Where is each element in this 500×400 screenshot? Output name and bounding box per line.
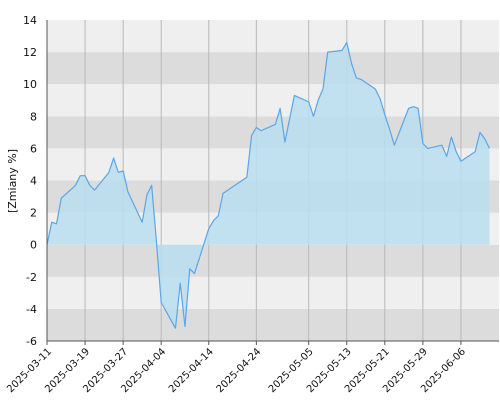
y-tick-label: 6 <box>30 142 37 155</box>
y-axis-title: [Zmiany %] <box>6 149 19 213</box>
area-layer <box>46 41 491 329</box>
y-tick-label: 10 <box>23 78 37 91</box>
grid-band <box>47 308 499 341</box>
grid-band <box>47 20 499 53</box>
x-tick-labels: 2025-03-112025-03-192025-03-272025-04-04… <box>5 341 468 395</box>
grid-band <box>47 244 499 277</box>
grid-band <box>47 84 499 117</box>
grid-band <box>47 276 499 309</box>
y-tick-label: 2 <box>30 207 37 220</box>
y-tick-label: 8 <box>30 110 37 123</box>
y-tick-label: 4 <box>30 175 37 188</box>
y-tick-label: -2 <box>26 271 37 284</box>
x-tick-label: 2025-04-24 <box>215 346 264 395</box>
y-tick-label: -4 <box>26 303 37 316</box>
axes <box>46 20 499 342</box>
y-tick-label: 12 <box>23 46 37 59</box>
y-tick-label: 14 <box>23 14 37 27</box>
x-tick-label: 2025-04-14 <box>167 346 216 395</box>
y-tick-labels: -6 -4 -2 0 2 4 6 8 10 12 14 <box>23 14 37 348</box>
y-tick-label: -6 <box>26 335 37 348</box>
y-tick-label: 0 <box>30 239 37 252</box>
grid-band <box>47 52 499 85</box>
